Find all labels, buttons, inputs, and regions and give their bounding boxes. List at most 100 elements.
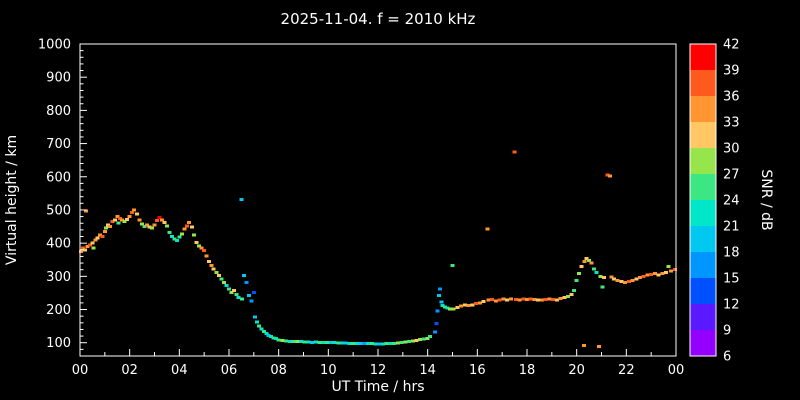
- data-point: [649, 272, 654, 276]
- data-point: [132, 208, 137, 212]
- colorbar-tick-label: 33: [723, 116, 740, 131]
- data-point: [517, 298, 522, 302]
- data-point: [85, 244, 90, 248]
- data-point: [459, 304, 464, 308]
- data-point: [466, 304, 471, 308]
- data-point: [598, 274, 603, 278]
- data-point: [584, 256, 589, 260]
- data-point: [486, 298, 491, 302]
- data-point: [669, 269, 674, 273]
- data-point: [597, 345, 602, 349]
- data-point: [142, 225, 147, 229]
- data-point: [601, 276, 606, 280]
- data-point: [664, 270, 669, 274]
- data-point: [558, 297, 563, 301]
- colorbar-segment: [690, 148, 716, 174]
- data-point: [145, 223, 150, 227]
- data-point: [222, 280, 227, 284]
- colorbar-tick-label: 15: [723, 272, 740, 287]
- data-point: [234, 292, 239, 296]
- data-point: [615, 278, 620, 282]
- data-points: [79, 150, 677, 349]
- x-tick-label: 18: [519, 363, 536, 378]
- data-point: [192, 233, 197, 237]
- data-point: [569, 292, 574, 296]
- data-point: [343, 341, 348, 345]
- x-tick-label: 16: [469, 363, 486, 378]
- data-point: [539, 298, 544, 302]
- data-point: [532, 298, 537, 302]
- data-point: [231, 288, 236, 292]
- data-point: [565, 294, 570, 298]
- data-point: [102, 230, 107, 234]
- plot-border: [79, 43, 677, 357]
- data-point: [287, 339, 292, 343]
- data-point: [536, 298, 541, 302]
- data-point: [259, 327, 264, 331]
- data-point: [656, 273, 661, 277]
- data-point: [525, 298, 529, 302]
- x-tick-label: 02: [121, 363, 138, 378]
- data-point: [399, 341, 404, 345]
- data-point: [414, 338, 419, 342]
- data-point: [105, 223, 110, 227]
- data-point: [594, 270, 599, 274]
- colorbar-tick-label: 6: [723, 350, 731, 365]
- data-point: [276, 338, 281, 342]
- colorbar-segment: [690, 174, 716, 200]
- data-point: [336, 341, 341, 345]
- colorbar-border: [689, 43, 717, 357]
- data-point: [332, 341, 337, 345]
- data-point: [325, 341, 330, 345]
- data-point: [249, 299, 254, 303]
- data-point: [626, 280, 631, 284]
- data-point: [130, 211, 135, 215]
- data-point: [428, 335, 433, 339]
- data-point: [609, 275, 614, 279]
- data-point: [186, 221, 191, 225]
- colorbar-label: SNR / dB: [758, 169, 774, 230]
- chart-title: 2025-11-04. f = 2010 kHz: [281, 10, 476, 28]
- data-point: [470, 303, 475, 307]
- data-point: [474, 302, 479, 306]
- data-point: [373, 342, 378, 346]
- y-tick-label: 300: [46, 270, 71, 285]
- data-point: [167, 231, 172, 235]
- data-point: [392, 341, 397, 345]
- y-tick-label: 700: [46, 137, 71, 152]
- colorbar-tick-label: 30: [723, 142, 740, 157]
- data-point: [592, 267, 597, 271]
- data-point: [513, 298, 518, 302]
- x-tick-label: 22: [618, 363, 635, 378]
- data-point: [147, 225, 152, 229]
- x-tick-label: 20: [568, 363, 585, 378]
- data-point: [358, 342, 363, 346]
- data-point: [501, 297, 506, 301]
- data-point: [189, 225, 194, 229]
- data-point: [82, 248, 87, 252]
- colorbar-tick-label: 39: [723, 64, 740, 79]
- data-point: [140, 222, 145, 226]
- data-point: [481, 300, 486, 304]
- data-point: [182, 227, 187, 231]
- data-point: [280, 339, 285, 343]
- data-point: [377, 342, 382, 346]
- data-point: [152, 223, 157, 227]
- data-point: [197, 244, 202, 248]
- data-point: [264, 331, 269, 335]
- data-point: [104, 226, 109, 230]
- data-point: [403, 340, 408, 344]
- data-point: [269, 335, 274, 339]
- data-point: [619, 280, 624, 284]
- y-tick-label: 100: [46, 336, 71, 351]
- data-point: [100, 235, 105, 239]
- data-point: [184, 224, 189, 228]
- data-point: [407, 340, 412, 344]
- colorbar-tick-label: 21: [723, 220, 740, 235]
- data-point: [239, 297, 244, 301]
- data-point: [455, 306, 460, 310]
- x-tick-label: 00: [72, 363, 89, 378]
- data-point: [574, 278, 579, 282]
- data-point: [321, 341, 326, 345]
- y-tick-label: 800: [46, 104, 71, 119]
